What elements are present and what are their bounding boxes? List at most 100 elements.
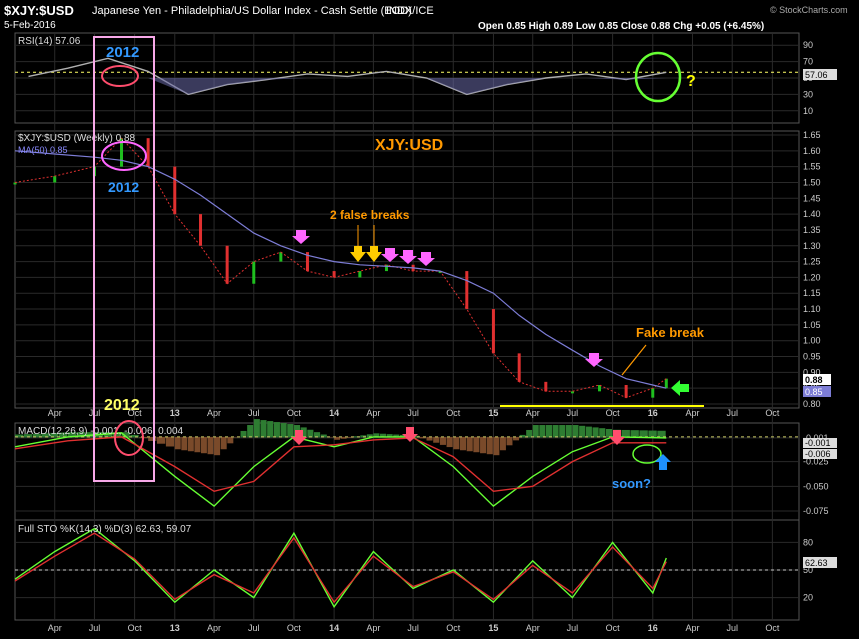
macd-histogram-bar	[67, 432, 77, 438]
pink-arrow-price-1	[292, 230, 310, 244]
price-bar	[199, 214, 203, 246]
price-bar	[517, 353, 521, 382]
y-tick-label: 50	[803, 565, 813, 575]
y-tick-label: -0.050	[803, 481, 829, 491]
macd-histogram-bar	[657, 430, 666, 438]
price-bar	[384, 264, 388, 272]
price-bar	[225, 245, 229, 284]
price-bar	[252, 261, 256, 284]
x-tick-label: Oct	[128, 623, 143, 633]
y-tick-label: 1.50	[803, 177, 821, 187]
macd-histogram-bar	[233, 436, 240, 438]
macd-histogram-bar	[214, 436, 221, 456]
macd-histogram-bar	[165, 436, 175, 447]
series-line-rsi-14-	[28, 57, 667, 96]
x-tick-label: Apr	[366, 623, 380, 633]
y-tick-label: 1.15	[803, 288, 821, 298]
macd-histogram-bar	[121, 432, 130, 438]
macd-histogram-bar	[148, 436, 157, 441]
macd-histogram-bar	[599, 428, 606, 438]
fake-break-pointer	[621, 344, 647, 376]
sto-label: Full STO %K(14,3) %D(3) 62.63, 59.07	[18, 524, 192, 535]
macd-histogram-bar	[373, 433, 380, 438]
macd-histogram-bar	[592, 427, 599, 438]
chart-description: Japanese Yen - Philadelphia/US Dollar In…	[92, 5, 412, 17]
macd-histogram-bar	[513, 436, 520, 441]
sto-value-box	[803, 557, 837, 568]
macd-histogram-bar	[413, 435, 420, 438]
x-tick-label: Jul	[567, 623, 579, 633]
pink-arrow-price-5	[585, 353, 603, 367]
macd-histogram-bar	[307, 429, 314, 438]
x-tick-label: Apr	[48, 408, 62, 418]
macd-histogram-bar	[32, 433, 41, 438]
x-tick-label: 14	[329, 408, 339, 418]
price-bar	[173, 166, 177, 215]
y-tick-label: 0.95	[803, 352, 821, 362]
macd-histogram-bar	[130, 434, 139, 438]
macd-histogram-bar	[187, 436, 194, 452]
price-series-line	[14, 137, 667, 399]
macd-histogram-bar	[112, 432, 121, 438]
x-tick-label: Jul	[407, 408, 419, 418]
macd-histogram-bar	[334, 436, 341, 440]
y-tick-label: 1.60	[803, 146, 821, 156]
price-bar	[651, 388, 655, 398]
x-tick-label: Oct	[765, 623, 780, 633]
price-panel-frame	[14, 130, 800, 409]
series-line-signal	[14, 436, 667, 493]
pink-arrow-price-2	[381, 248, 399, 262]
pink-arrow-price-3	[399, 250, 417, 264]
chart-symbol: $XJY:$USD	[4, 3, 74, 18]
x-tick-label: Oct	[128, 408, 143, 418]
macd-histogram-bar	[499, 436, 506, 451]
price-bar	[491, 309, 495, 354]
macd-histogram-bar	[227, 436, 234, 444]
macd-histogram-bar	[327, 436, 334, 438]
price-bar	[332, 271, 336, 278]
macd-histogram-bar	[59, 432, 68, 438]
macd-histogram-bar	[532, 425, 539, 438]
macd-histogram-bar	[559, 425, 566, 438]
macd-histogram-bar	[565, 425, 572, 438]
x-tick-label: Jul	[567, 408, 579, 418]
x-tick-label: 14	[329, 623, 339, 633]
x-tick-label: Apr	[685, 408, 699, 418]
x-tick-label: Jul	[248, 623, 260, 633]
macd-histogram-bar	[459, 436, 467, 451]
blue-arrow-up-macd	[655, 454, 671, 470]
macd-histogram-bar	[399, 434, 406, 438]
price-bar	[13, 182, 17, 185]
chart-date: 5-Feb-2016	[4, 20, 56, 31]
macd-histogram-bar	[280, 423, 287, 438]
rsi-label: RSI(14) 57.06	[18, 36, 81, 47]
macd-histogram-bar	[630, 430, 639, 438]
macd-histogram-bar	[340, 436, 347, 439]
x-tick-label: 13	[170, 623, 180, 633]
red-arrow-macd-3	[609, 430, 625, 445]
y-tick-label: 0.80	[803, 399, 821, 409]
y-tick-label: 1.05	[803, 320, 821, 330]
macd-histogram-bar	[393, 434, 400, 438]
y-tick-label: 1.65	[803, 130, 821, 140]
x-tick-label: Apr	[207, 623, 221, 633]
x-tick-label: Jul	[89, 623, 101, 633]
macd-histogram-bar	[273, 422, 280, 438]
macd-2012-circle	[114, 420, 144, 456]
x-tick-label: 15	[488, 408, 498, 418]
macd-value: -0.001	[805, 438, 831, 448]
x-tick-label: Apr	[366, 408, 380, 418]
series-line-ma-50-	[14, 150, 667, 389]
y-tick-label: 1.55	[803, 162, 821, 172]
y-tick-label: 1.10	[803, 304, 821, 314]
orange-arrow-2	[366, 246, 382, 262]
x-tick-label: Jul	[248, 408, 260, 418]
x-tick-label: Oct	[287, 408, 302, 418]
y-tick-label: -0.025	[803, 457, 829, 467]
sto-value: 62.63	[805, 558, 828, 568]
year-2012-box	[93, 36, 155, 482]
orange-arrow-1	[350, 246, 366, 262]
chart-title-annotation: XJY:USD	[375, 137, 443, 154]
macd-label: MACD(12,26,9) -0.001, -0.006, 0.004	[18, 426, 184, 437]
